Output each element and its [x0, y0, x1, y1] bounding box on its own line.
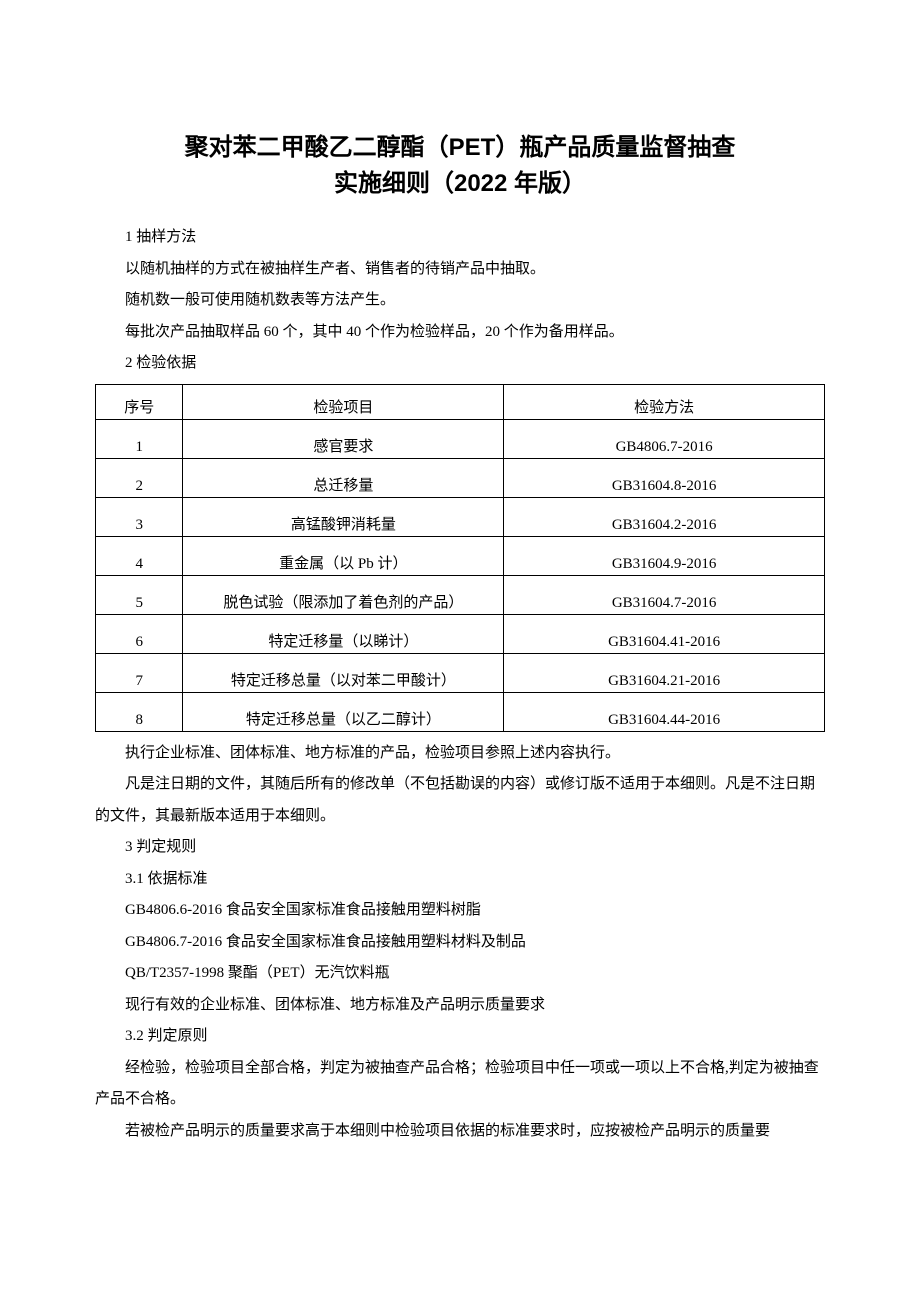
- table-cell-item: 特定迁移总量（以乙二醇计）: [183, 692, 504, 731]
- section-1-paragraph-3: 每批次产品抽取样品 60 个，其中 40 个作为检验样品，20 个作为备用样品。: [95, 317, 825, 349]
- table-header-seq: 序号: [96, 384, 183, 419]
- section-3-1-paragraph-3: QB/T2357-1998 聚酯（PET）无汽饮料瓶: [95, 958, 825, 990]
- table-cell-seq: 2: [96, 458, 183, 497]
- table-row: 5 脱色试验（限添加了着色剂的产品） GB31604.7-2016: [96, 575, 825, 614]
- section-3-1-paragraph-4: 现行有效的企业标准、团体标准、地方标准及产品明示质量要求: [95, 990, 825, 1022]
- section-1-paragraph-1: 以随机抽样的方式在被抽样生产者、销售者的待销产品中抽取。: [95, 254, 825, 286]
- section-2-heading: 2 检验依据: [95, 348, 825, 380]
- document-page: 聚对苯二甲酸乙二醇酯（PET）瓶产品质量监督抽查 实施细则（2022 年版） 1…: [0, 0, 920, 1301]
- after-table-paragraph-1: 执行企业标准、团体标准、地方标准的产品，检验项目参照上述内容执行。: [95, 738, 825, 770]
- table-cell-method: GB31604.21-2016: [504, 653, 825, 692]
- table-cell-item: 高锰酸钾消耗量: [183, 497, 504, 536]
- table-cell-seq: 1: [96, 419, 183, 458]
- section-3-1-paragraph-1: GB4806.6-2016 食品安全国家标准食品接触用塑料树脂: [95, 895, 825, 927]
- table-cell-item: 特定迁移量（以睇计）: [183, 614, 504, 653]
- table-cell-method: GB31604.9-2016: [504, 536, 825, 575]
- table-row: 7 特定迁移总量（以对苯二甲酸计） GB31604.21-2016: [96, 653, 825, 692]
- table-row: 8 特定迁移总量（以乙二醇计） GB31604.44-2016: [96, 692, 825, 731]
- table-cell-method: GB31604.7-2016: [504, 575, 825, 614]
- title-line-2: 实施细则（2022 年版）: [95, 166, 825, 202]
- section-3-2-paragraph-2: 若被检产品明示的质量要求高于本细则中检验项目依据的标准要求时，应按被检产品明示的…: [95, 1116, 825, 1148]
- table-row: 4 重金属（以 Pb 计） GB31604.9-2016: [96, 536, 825, 575]
- table-row: 1 感官要求 GB4806.7-2016: [96, 419, 825, 458]
- section-1-paragraph-2: 随机数一般可使用随机数表等方法产生。: [95, 285, 825, 317]
- table-header-method: 检验方法: [504, 384, 825, 419]
- table-row: 2 总迁移量 GB31604.8-2016: [96, 458, 825, 497]
- document-title: 聚对苯二甲酸乙二醇酯（PET）瓶产品质量监督抽查 实施细则（2022 年版）: [95, 130, 825, 202]
- table-cell-seq: 3: [96, 497, 183, 536]
- section-3-heading: 3 判定规则: [95, 832, 825, 864]
- table-cell-method: GB31604.41-2016: [504, 614, 825, 653]
- section-3-1-paragraph-2: GB4806.7-2016 食品安全国家标准食品接触用塑料材料及制品: [95, 927, 825, 959]
- table-cell-item: 感官要求: [183, 419, 504, 458]
- table-cell-seq: 7: [96, 653, 183, 692]
- table-cell-seq: 5: [96, 575, 183, 614]
- table-cell-method: GB4806.7-2016: [504, 419, 825, 458]
- section-3-1-heading: 3.1 依据标准: [95, 864, 825, 896]
- table-row: 6 特定迁移量（以睇计） GB31604.41-2016: [96, 614, 825, 653]
- table-row: 3 高锰酸钾消耗量 GB31604.2-2016: [96, 497, 825, 536]
- table-cell-item: 脱色试验（限添加了着色剂的产品）: [183, 575, 504, 614]
- table-cell-method: GB31604.8-2016: [504, 458, 825, 497]
- section-3-2-heading: 3.2 判定原则: [95, 1021, 825, 1053]
- table-header-item: 检验项目: [183, 384, 504, 419]
- after-table-paragraph-2: 凡是注日期的文件，其随后所有的修改单（不包括勘误的内容）或修订版不适用于本细则。…: [95, 769, 825, 832]
- section-1-heading: 1 抽样方法: [95, 222, 825, 254]
- table-cell-seq: 4: [96, 536, 183, 575]
- inspection-table: 序号 检验项目 检验方法 1 感官要求 GB4806.7-2016 2 总迁移量…: [95, 384, 825, 732]
- title-line-1: 聚对苯二甲酸乙二醇酯（PET）瓶产品质量监督抽查: [95, 130, 825, 166]
- table-cell-method: GB31604.44-2016: [504, 692, 825, 731]
- section-3-2-paragraph-1: 经检验，检验项目全部合格，判定为被抽查产品合格；检验项目中任一项或一项以上不合格…: [95, 1053, 825, 1116]
- table-cell-item: 总迁移量: [183, 458, 504, 497]
- table-cell-seq: 8: [96, 692, 183, 731]
- table-cell-item: 特定迁移总量（以对苯二甲酸计）: [183, 653, 504, 692]
- table-cell-seq: 6: [96, 614, 183, 653]
- table-cell-method: GB31604.2-2016: [504, 497, 825, 536]
- table-header-row: 序号 检验项目 检验方法: [96, 384, 825, 419]
- table-cell-item: 重金属（以 Pb 计）: [183, 536, 504, 575]
